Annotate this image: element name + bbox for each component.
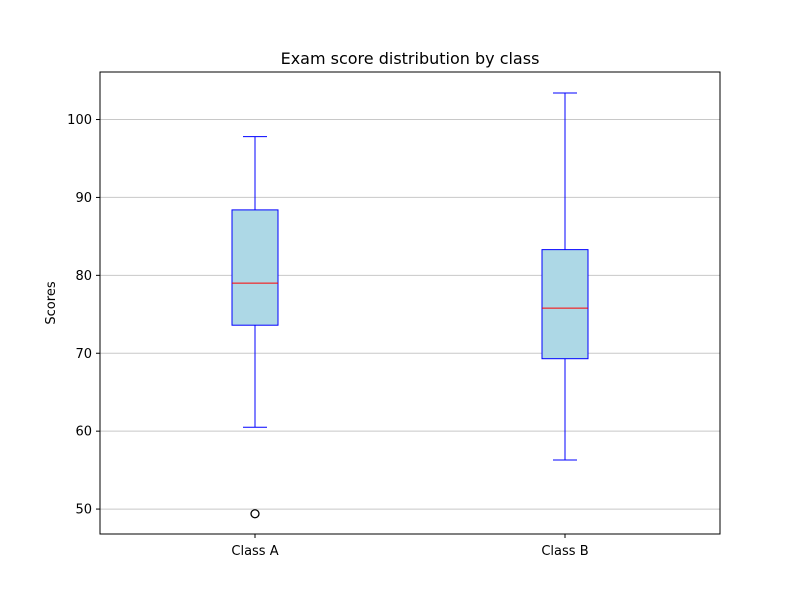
axis-ticks: 50 60 70 80 90 100 Class A Class B <box>67 113 588 559</box>
grid-lines <box>100 119 720 510</box>
outlier-point <box>250 509 260 519</box>
box-series <box>231 92 589 519</box>
y-tick-label: 100 <box>67 113 92 128</box>
x-tick-label: Class B <box>541 544 588 559</box>
box-class-b <box>541 92 589 461</box>
iqr-box <box>231 209 279 326</box>
iqr-box <box>541 249 589 360</box>
x-tick-label: Class A <box>231 544 278 559</box>
y-tick-label: 80 <box>75 269 92 284</box>
chart-title: Exam score distribution by class <box>281 49 540 68</box>
y-tick-label: 50 <box>75 503 92 518</box>
plot-area-frame <box>99 71 721 535</box>
box-class-a <box>231 136 279 519</box>
y-tick-label: 70 <box>75 347 92 362</box>
y-tick-label: 60 <box>75 425 92 440</box>
y-axis-label: Scores <box>44 281 59 324</box>
y-tick-label: 90 <box>75 191 92 206</box>
